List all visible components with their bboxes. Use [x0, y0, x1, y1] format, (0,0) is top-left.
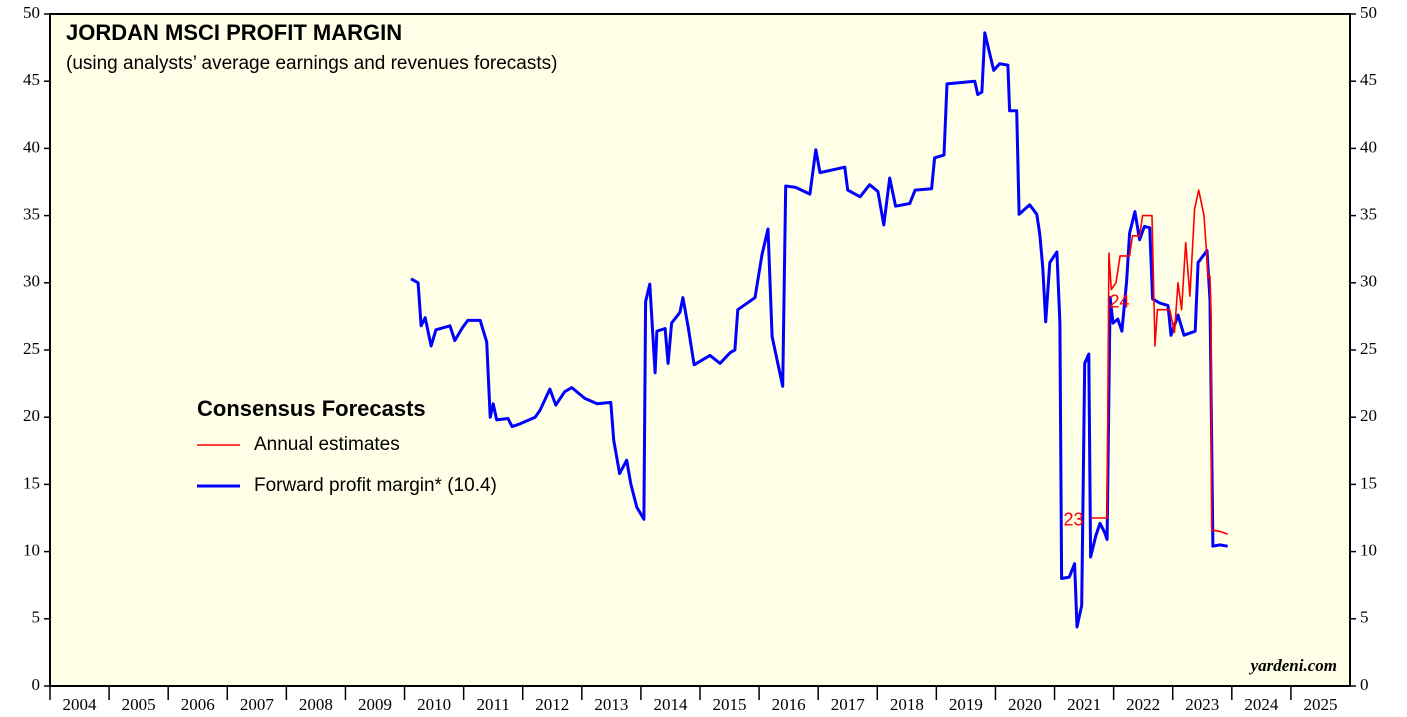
y2-tick-label: 40	[1360, 137, 1377, 156]
x-tick-label: 2019	[949, 695, 983, 714]
legend-label: Annual estimates	[254, 434, 400, 455]
x-tick-label: 2021	[1067, 695, 1101, 714]
y-tick-label: 45	[23, 70, 40, 89]
x-tick-label: 2025	[1303, 695, 1337, 714]
y2-tick-label: 35	[1360, 205, 1377, 224]
y2-tick-label: 0	[1360, 675, 1369, 694]
annotation: 23	[1063, 509, 1083, 529]
x-tick-label: 2005	[122, 695, 156, 714]
chart-title: JORDAN MSCI PROFIT MARGIN	[66, 20, 402, 45]
y-tick-label: 0	[32, 675, 41, 694]
x-tick-label: 2009	[358, 695, 392, 714]
x-tick-label: 2018	[890, 695, 924, 714]
x-tick-label: 2013	[594, 695, 628, 714]
y-tick-label: 50	[23, 3, 40, 22]
series-line	[1091, 189, 1228, 535]
series-line	[410, 31, 1228, 629]
x-tick-label: 2010	[417, 695, 451, 714]
chart-subtitle: (using analysts’ average earnings and re…	[66, 53, 557, 74]
y2-tick-label: 10	[1360, 541, 1377, 560]
y-tick-label: 15	[23, 473, 40, 492]
y-tick-label: 25	[23, 339, 40, 358]
y-tick-label: 10	[23, 541, 40, 560]
x-tick-label: 2024	[1244, 695, 1279, 714]
legend-title: Consensus Forecasts	[197, 396, 426, 421]
y2-tick-label: 15	[1360, 473, 1377, 492]
y2-tick-label: 25	[1360, 339, 1377, 358]
x-tick-label: 2023	[1185, 695, 1219, 714]
y-tick-label: 40	[23, 137, 40, 156]
annotation: 24	[1110, 292, 1130, 312]
x-tick-label: 2017	[831, 695, 866, 714]
plot-background	[50, 14, 1350, 686]
y-tick-label: 5	[32, 608, 41, 627]
x-tick-label: 2006	[181, 695, 215, 714]
y2-tick-label: 45	[1360, 70, 1377, 89]
x-tick-label: 2004	[63, 695, 98, 714]
y-tick-label: 20	[23, 406, 40, 425]
y2-tick-label: 50	[1360, 3, 1377, 22]
y-tick-label: 35	[23, 205, 40, 224]
x-tick-label: 2020	[1008, 695, 1042, 714]
legend-label: Forward profit margin* (10.4)	[254, 475, 497, 496]
x-tick-label: 2016	[772, 695, 806, 714]
x-tick-label: 2007	[240, 695, 275, 714]
y2-tick-label: 5	[1360, 608, 1369, 627]
x-tick-label: 2008	[299, 695, 333, 714]
x-tick-label: 2022	[1126, 695, 1160, 714]
y2-tick-label: 30	[1360, 272, 1377, 291]
x-tick-label: 2015	[713, 695, 747, 714]
y-tick-label: 30	[23, 272, 40, 291]
x-tick-label: 2012	[535, 695, 569, 714]
source: yardeni.com	[1249, 656, 1337, 675]
y2-tick-label: 20	[1360, 406, 1377, 425]
x-tick-label: 2011	[476, 695, 509, 714]
x-tick-label: 2014	[653, 695, 688, 714]
